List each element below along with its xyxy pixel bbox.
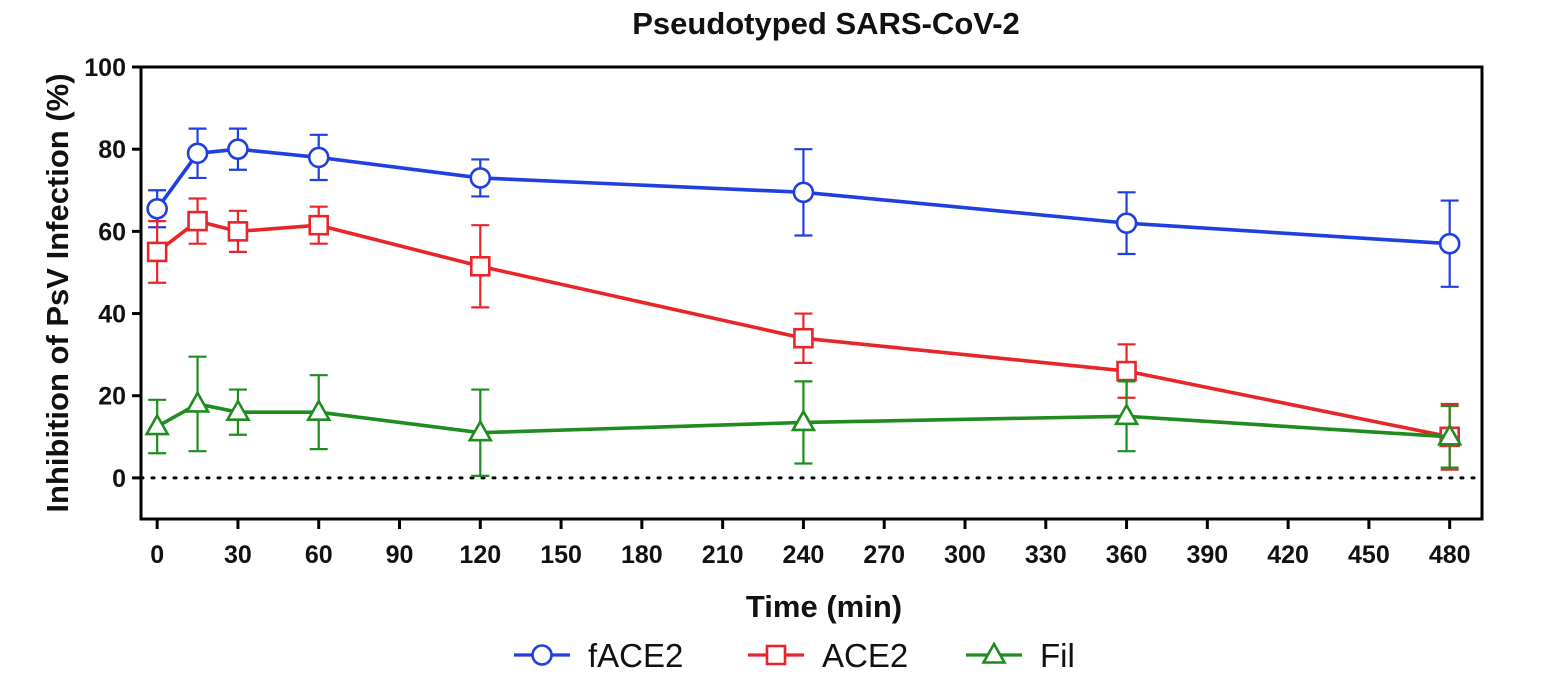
ace2-data-point [146,241,168,263]
x-tick-label: 360 [1106,541,1148,569]
face2-data-point [186,142,209,165]
x-tick-label: 0 [150,541,164,569]
ace2-data-point [227,221,249,242]
x-tick-label: 240 [783,541,825,569]
x-tick-label: 30 [224,541,252,569]
y-axis-label: Inhibition of PsV Infection (%) [40,73,75,512]
fil-data-point [1436,423,1463,446]
face2-data-point [1115,212,1138,234]
y-tick-label: 80 [98,136,126,164]
x-tick-label: 450 [1348,541,1390,569]
x-tick-label: 300 [944,541,986,569]
y-tick-label: 60 [98,218,126,246]
x-tick-label: 330 [1025,541,1067,569]
fil-data-point [467,419,494,442]
fil-data-point [184,390,211,413]
legend: fACE2 ACE2 Fil [514,637,1075,674]
ace2-data-point [1116,360,1137,382]
x-tick-label: 390 [1186,541,1228,569]
fil-data-point [1113,402,1140,426]
y-tick-label: 20 [98,383,126,411]
face2-data-point [792,181,815,204]
fil-data-point [305,398,332,421]
x-axis-label: Time (min) [746,589,902,624]
fil-data-point [144,412,170,436]
fil-data-point [790,408,817,432]
plot-frame [139,65,1484,521]
legend-fil-label: Fil [1040,637,1075,674]
y-tick-label: 40 [98,301,126,329]
face2-data-point [227,138,249,160]
x-tick-label: 150 [540,541,582,569]
legend-ace2-marker [765,644,787,666]
face2-data-point [146,197,168,220]
x-tick-label: 270 [863,541,905,569]
x-tick-label: 60 [305,541,333,569]
legend-face2-label: fACE2 [588,637,683,674]
chart-title: Pseudotyped SARS-CoV-2 [632,6,1020,41]
ace2-data-point [308,214,330,236]
plot-area: 0 20 40 60 80 100 0 30 60 90 120 150 180 210 240 270 300… [84,54,1484,569]
legend-face2-marker [531,644,553,666]
ace2-data-point [793,327,814,349]
face2-data-point [1438,232,1461,255]
legend-fil-marker [981,641,1007,664]
fil-data-point [225,398,251,421]
y-tick-label: 100 [84,54,126,82]
x-tick-label: 420 [1267,541,1309,569]
ace2-data-point [469,255,491,277]
x-tick-label: 480 [1429,541,1471,569]
x-tick-label: 90 [386,541,414,569]
face2-data-point [469,167,492,189]
face2-data-point [307,146,330,169]
x-tick-label: 120 [459,541,501,569]
x-tick-label: 210 [702,541,744,569]
ace2-data-point [187,210,208,232]
x-tick-label: 180 [621,541,663,569]
y-tick-label: 0 [112,465,126,493]
legend-ace2-label: ACE2 [822,637,908,674]
